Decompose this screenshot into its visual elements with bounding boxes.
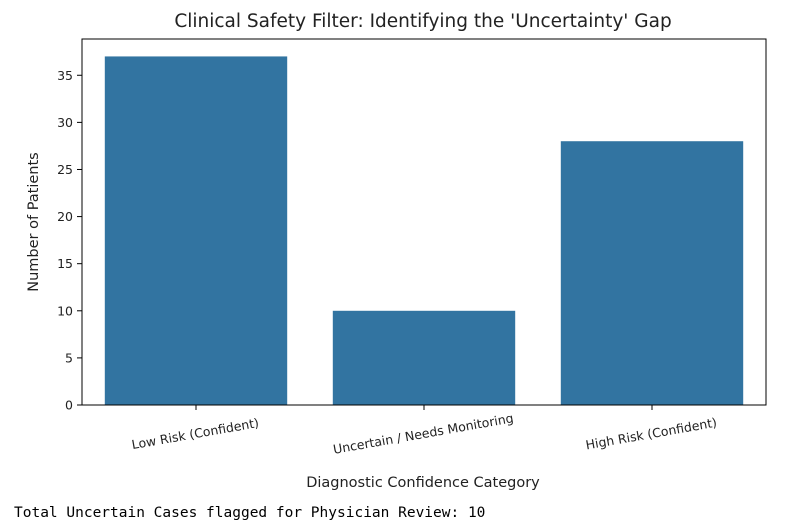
y-tick-label: 30 <box>57 115 73 130</box>
x-tick-label: High Risk (Confident) <box>584 415 718 453</box>
output-summary-text: Total Uncertain Cases flagged for Physic… <box>14 505 486 521</box>
bar <box>560 141 744 405</box>
bar-chart: Clinical Safety Filter: Identifying the … <box>26 11 767 491</box>
y-tick-label: 10 <box>57 303 73 318</box>
plot-area: 0 5 10 15 20 25 30 35 Low Risk (Confident) Uncert… <box>57 38 767 457</box>
y-tick-label: 0 <box>65 398 73 413</box>
x-tick-label: Uncertain / Needs Monitoring <box>332 410 515 457</box>
y-tick-label: 25 <box>57 162 73 177</box>
x-tick-label: Low Risk (Confident) <box>130 415 260 452</box>
bar <box>332 310 516 405</box>
chart-title: Clinical Safety Filter: Identifying the … <box>174 11 671 32</box>
x-axis-label: Diagnostic Confidence Category <box>306 475 540 491</box>
y-tick-label: 35 <box>57 68 73 83</box>
y-tick-label: 20 <box>57 209 73 224</box>
y-tick-label: 15 <box>57 256 73 271</box>
bar <box>104 56 288 406</box>
y-tick-label: 5 <box>65 350 73 365</box>
y-axis-label: Number of Patients <box>26 152 42 292</box>
